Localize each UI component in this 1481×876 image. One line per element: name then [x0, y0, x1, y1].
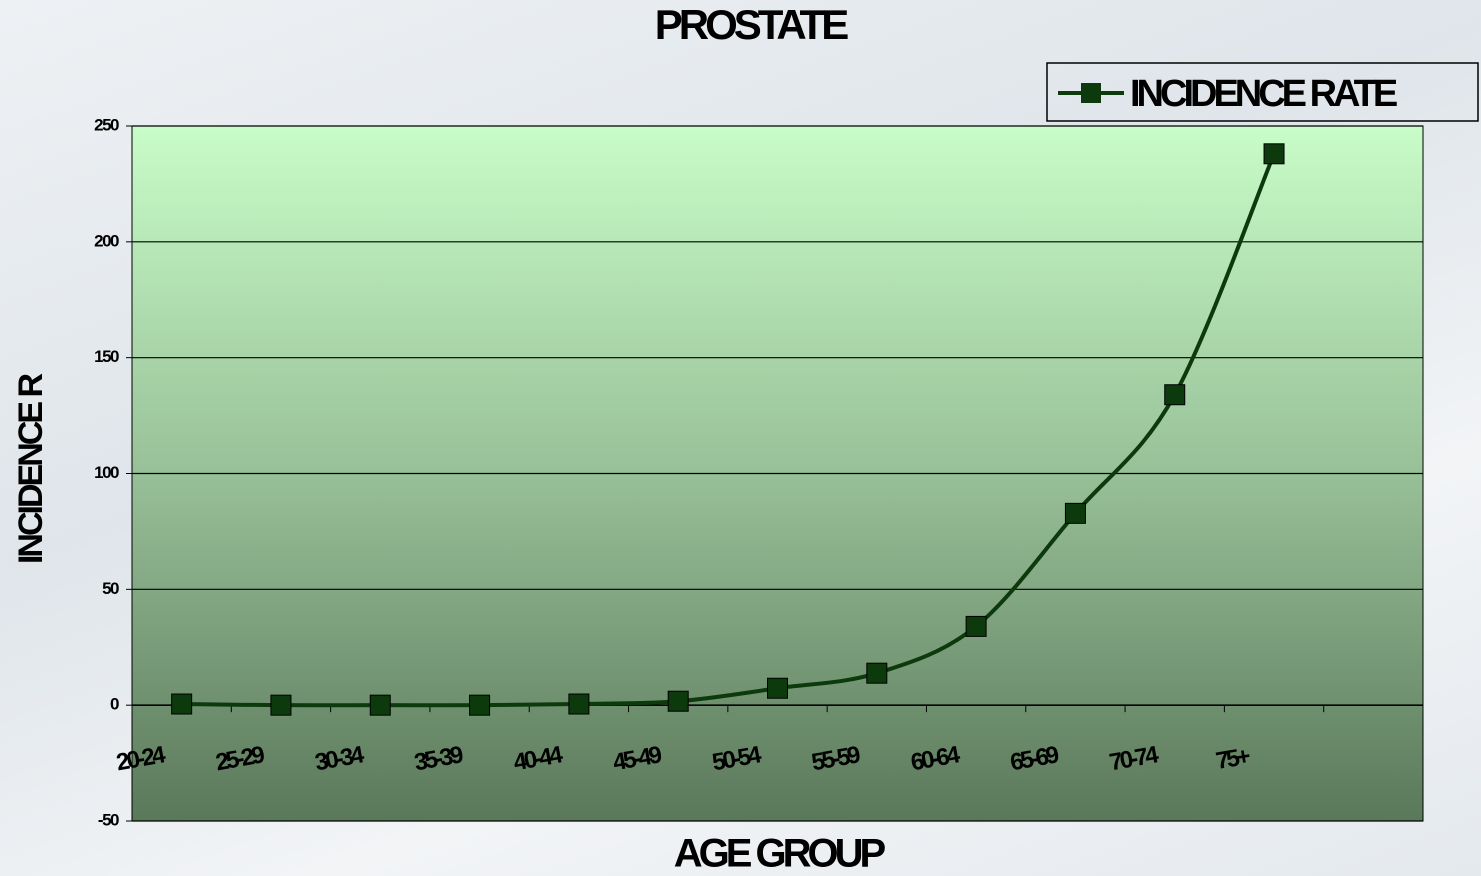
- marker: [370, 695, 390, 715]
- y-tick-label: -50: [98, 810, 119, 829]
- x-axis-label: AGE GROUP: [674, 832, 886, 876]
- marker: [1264, 144, 1284, 164]
- legend-label: INCIDENCE RATE: [1130, 73, 1397, 115]
- legend-marker: [1081, 83, 1101, 103]
- y-axis-label: INCIDENCE R: [12, 374, 50, 564]
- marker: [1165, 385, 1185, 405]
- marker: [668, 691, 688, 711]
- y-tick-label: 0: [110, 695, 119, 714]
- marker: [172, 694, 192, 714]
- y-tick-label: 150: [94, 347, 119, 366]
- y-tick-label: 50: [102, 579, 119, 598]
- chart-title: PROSTATE: [655, 1, 848, 48]
- chart: PROSTATE AGE GROUP INCIDENCE R -50 0 50 100…: [0, 0, 1481, 876]
- page: {"chart_data": {"type": "line", "title":…: [0, 0, 1481, 876]
- marker: [867, 663, 887, 683]
- y-tick-label: 100: [94, 463, 119, 482]
- marker: [966, 616, 986, 636]
- marker: [768, 678, 788, 698]
- marker: [1065, 503, 1085, 523]
- marker: [569, 694, 589, 714]
- marker: [470, 695, 490, 715]
- y-tick-label: 200: [94, 231, 119, 250]
- y-tick-label: 250: [94, 115, 119, 134]
- marker: [271, 695, 291, 715]
